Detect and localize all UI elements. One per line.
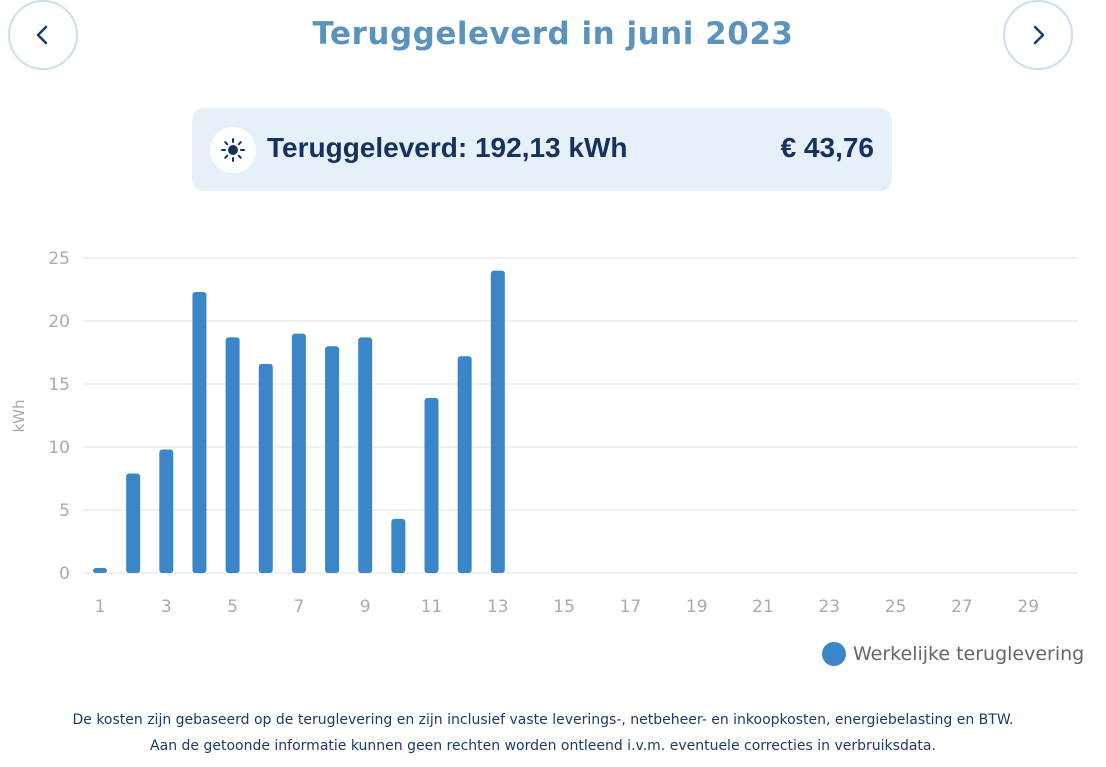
y-tick-label: 5 — [59, 501, 70, 521]
y-axis-ticks: 0 5 10 15 20 25 — [48, 249, 70, 584]
chart-legend: Werkelijke teruglevering — [822, 642, 1084, 666]
x-tick-label: 5 — [227, 597, 238, 617]
x-tick-label: 3 — [161, 597, 172, 617]
y-axis-label: kWh — [10, 399, 28, 432]
bar-day-1[interactable] — [93, 567, 107, 573]
bar-day-2[interactable] — [126, 473, 141, 573]
cost-disclaimer: De kosten zijn gebaseerd op de terugleve… — [72, 712, 1014, 728]
bar-day-5[interactable] — [225, 337, 240, 573]
x-tick-label: 29 — [1017, 597, 1039, 617]
bar-day-10[interactable] — [391, 518, 406, 573]
y-tick-label: 15 — [48, 375, 70, 395]
x-tick-label: 21 — [752, 597, 774, 617]
x-tick-label: 27 — [951, 597, 973, 617]
bar-day-4[interactable] — [192, 292, 207, 573]
previous-month-button[interactable] — [8, 0, 78, 70]
summary-total-label: Teruggeleverd: 192,13 kWh — [267, 132, 628, 163]
y-tick-label: 0 — [59, 564, 70, 584]
bar-day-7[interactable] — [291, 333, 306, 573]
bar-day-3[interactable] — [159, 449, 174, 573]
sun-icon-container — [210, 127, 256, 173]
page-title: Teruggeleverd in juni 2023 — [312, 16, 794, 52]
bar-day-8[interactable] — [325, 346, 340, 573]
x-tick-label: 23 — [818, 597, 840, 617]
y-tick-label: 10 — [48, 438, 70, 458]
chevron-right-icon — [1033, 25, 1045, 45]
x-tick-label: 17 — [620, 597, 642, 617]
bar-day-11[interactable] — [424, 397, 439, 573]
y-tick-label: 25 — [48, 249, 70, 269]
data-disclaimer: Aan de getoonde informatie kunnen geen r… — [150, 738, 936, 754]
x-tick-label: 11 — [421, 597, 443, 617]
x-tick-label: 1 — [95, 597, 106, 617]
next-month-button[interactable] — [1003, 0, 1073, 70]
chart-gridlines — [83, 257, 1078, 574]
x-tick-label: 13 — [487, 597, 509, 617]
x-tick-label: 9 — [360, 597, 371, 617]
legend-series-swatch — [822, 642, 846, 666]
x-tick-label: 25 — [885, 597, 907, 617]
bar-day-9[interactable] — [358, 337, 373, 573]
bar-day-13[interactable] — [490, 270, 505, 573]
sun-icon — [221, 138, 245, 162]
y-tick-label: 20 — [48, 312, 70, 332]
chevron-left-icon — [36, 25, 48, 45]
bar-series — [93, 270, 505, 573]
bar-day-6[interactable] — [258, 363, 273, 573]
x-tick-label: 19 — [686, 597, 708, 617]
x-axis-ticks: 1 3 5 7 9 11 13 15 17 19 21 23 25 27 29 — [95, 597, 1039, 617]
x-tick-label: 15 — [553, 597, 575, 617]
legend-series-label: Werkelijke teruglevering — [853, 643, 1085, 665]
bar-day-12[interactable] — [457, 356, 472, 573]
summary-card: Teruggeleverd: 192,13 kWh € 43,76 — [192, 108, 892, 191]
summary-amount: € 43,76 — [780, 132, 874, 163]
x-tick-label: 7 — [293, 597, 304, 617]
